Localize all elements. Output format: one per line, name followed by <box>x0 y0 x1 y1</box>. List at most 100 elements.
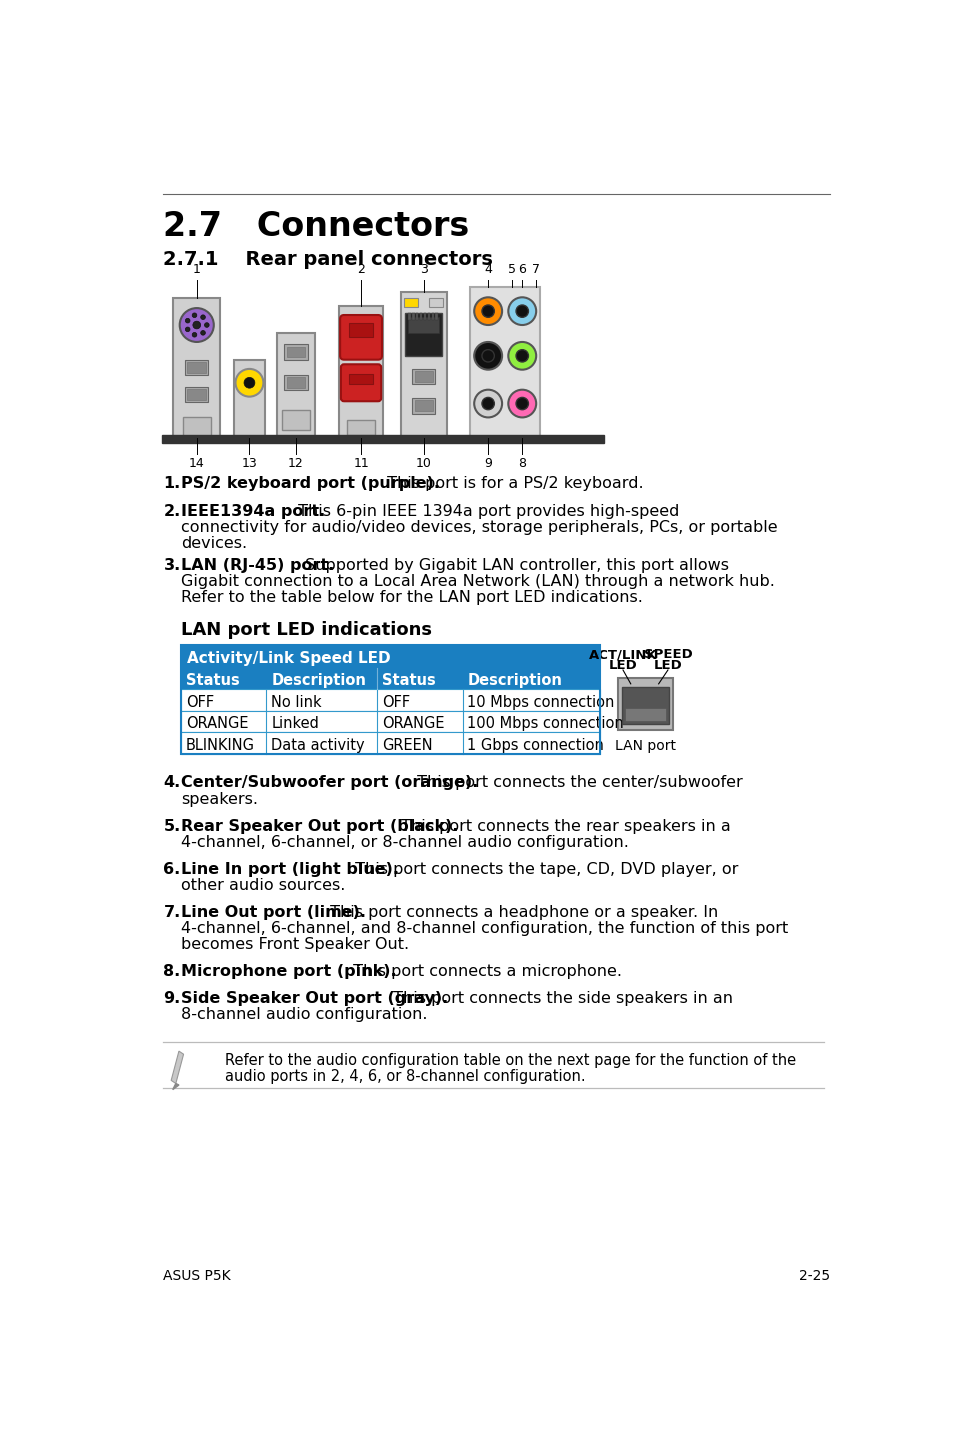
Text: 9.: 9. <box>163 991 180 1007</box>
Text: Rear Speaker Out port (black).: Rear Speaker Out port (black). <box>181 818 458 834</box>
Bar <box>187 362 206 372</box>
Text: Description: Description <box>467 673 561 687</box>
Text: LAN port: LAN port <box>615 739 676 754</box>
Bar <box>431 313 434 319</box>
Text: PS/2 keyboard port (purple).: PS/2 keyboard port (purple). <box>181 476 439 490</box>
Bar <box>429 298 443 308</box>
Bar <box>404 298 418 308</box>
Text: Data activity: Data activity <box>271 738 364 752</box>
Text: OFF: OFF <box>381 695 410 709</box>
Text: 4: 4 <box>484 263 492 276</box>
Circle shape <box>204 322 209 328</box>
Text: 3: 3 <box>419 263 427 276</box>
Polygon shape <box>171 1051 183 1083</box>
Text: Center/Subwoofer port (orange).: Center/Subwoofer port (orange). <box>181 775 478 791</box>
Bar <box>181 689 599 710</box>
Text: 4-channel, 6-channel, and 8-channel configuration, the function of this port: 4-channel, 6-channel, and 8-channel conf… <box>181 920 788 936</box>
Text: 10: 10 <box>416 457 432 470</box>
Bar <box>286 377 305 388</box>
Circle shape <box>244 377 254 388</box>
Bar <box>233 360 265 439</box>
Circle shape <box>474 342 501 370</box>
Text: Supported by Gigabit LAN controller, this port allows: Supported by Gigabit LAN controller, thi… <box>300 558 728 572</box>
Circle shape <box>179 308 213 342</box>
Bar <box>181 710 599 732</box>
Circle shape <box>516 349 528 362</box>
Text: 2: 2 <box>356 263 365 276</box>
Text: IEEE1394a port.: IEEE1394a port. <box>181 503 325 519</box>
Text: This port is for a PS/2 keyboard.: This port is for a PS/2 keyboard. <box>381 476 643 490</box>
Text: connectivity for audio/video devices, storage peripherals, PCs, or portable: connectivity for audio/video devices, st… <box>181 519 777 535</box>
Circle shape <box>200 331 205 335</box>
Text: This 6-pin IEEE 1394a port provides high-speed: This 6-pin IEEE 1394a port provides high… <box>293 503 679 519</box>
Circle shape <box>481 397 494 410</box>
Bar <box>427 313 430 319</box>
Text: 8-channel audio configuration.: 8-channel audio configuration. <box>181 1007 427 1022</box>
Text: 6.: 6. <box>163 861 180 877</box>
Text: 2.7   Connectors: 2.7 Connectors <box>163 210 469 243</box>
Text: 14: 14 <box>189 457 204 470</box>
Text: 8.: 8. <box>163 963 180 979</box>
Bar <box>435 313 437 319</box>
Text: GREEN: GREEN <box>381 738 432 752</box>
Circle shape <box>193 321 200 329</box>
Bar <box>412 313 415 319</box>
Text: becomes Front Speaker Out.: becomes Front Speaker Out. <box>181 938 409 952</box>
Circle shape <box>192 313 196 318</box>
Text: LAN port LED indications: LAN port LED indications <box>181 621 432 638</box>
Text: Refer to the audio configuration table on the next page for the function of the: Refer to the audio configuration table o… <box>225 1053 796 1067</box>
Bar <box>617 677 673 731</box>
Text: This port connects the rear speakers in a: This port connects the rear speakers in … <box>395 818 730 834</box>
Circle shape <box>235 370 263 397</box>
Text: 12: 12 <box>288 457 303 470</box>
Text: 6: 6 <box>517 263 526 276</box>
Polygon shape <box>172 1083 179 1090</box>
Bar <box>419 313 422 319</box>
Text: Status: Status <box>381 673 436 687</box>
Text: SPEED: SPEED <box>643 649 692 661</box>
FancyBboxPatch shape <box>340 364 381 401</box>
Bar <box>347 420 375 436</box>
Bar <box>405 313 442 355</box>
Text: This port connects the tape, CD, DVD player, or: This port connects the tape, CD, DVD pla… <box>350 861 738 877</box>
Text: ACT/LINK: ACT/LINK <box>588 649 657 661</box>
Bar <box>624 709 665 720</box>
Text: other audio sources.: other audio sources. <box>181 877 345 893</box>
Text: 1 Gbps connection: 1 Gbps connection <box>467 738 603 752</box>
Bar <box>162 436 603 443</box>
Text: Linked: Linked <box>271 716 318 731</box>
Circle shape <box>516 305 528 318</box>
Circle shape <box>185 326 190 332</box>
Text: Line In port (light blue).: Line In port (light blue). <box>181 861 399 877</box>
Text: 4-channel, 6-channel, or 8-channel audio configuration.: 4-channel, 6-channel, or 8-channel audio… <box>181 835 628 850</box>
Text: Line Out port (lime).: Line Out port (lime). <box>181 905 366 920</box>
Text: Microphone port (pink).: Microphone port (pink). <box>181 963 396 979</box>
Bar <box>185 360 208 375</box>
FancyBboxPatch shape <box>340 315 381 360</box>
Text: 8: 8 <box>517 457 526 470</box>
Text: This port connects a microphone.: This port connects a microphone. <box>348 963 621 979</box>
Circle shape <box>481 349 494 362</box>
Text: audio ports in 2, 4, 6, or 8-channel configuration.: audio ports in 2, 4, 6, or 8-channel con… <box>225 1068 585 1084</box>
Circle shape <box>508 298 536 325</box>
Text: Description: Description <box>271 673 366 687</box>
Bar <box>181 646 599 669</box>
Text: 7: 7 <box>532 263 539 276</box>
Bar <box>415 371 433 383</box>
Bar <box>470 286 539 440</box>
Bar <box>181 646 599 754</box>
Text: This port connects the side speakers in an: This port connects the side speakers in … <box>388 991 733 1007</box>
Bar <box>423 313 426 319</box>
Bar <box>173 298 220 440</box>
Bar <box>400 292 447 439</box>
Bar <box>348 374 373 384</box>
Text: 2.7.1    Rear panel connectors: 2.7.1 Rear panel connectors <box>163 250 493 269</box>
Text: ORANGE: ORANGE <box>381 716 444 731</box>
Text: 5: 5 <box>508 263 516 276</box>
Bar <box>284 344 307 360</box>
Bar <box>415 400 433 411</box>
Text: Activity/Link Speed LED: Activity/Link Speed LED <box>187 651 390 666</box>
Circle shape <box>200 315 205 319</box>
Text: devices.: devices. <box>181 536 247 551</box>
Text: 1: 1 <box>193 263 200 276</box>
